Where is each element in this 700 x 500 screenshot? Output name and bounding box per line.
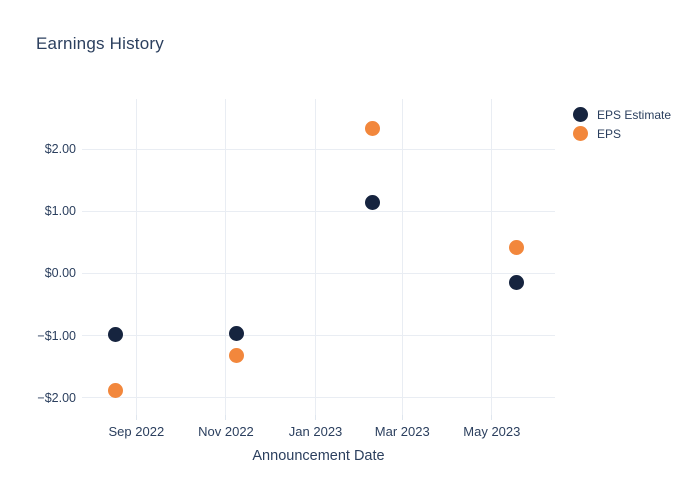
- y-tick-label: −$2.00: [37, 390, 76, 405]
- y-tick-label: $2.00: [44, 142, 76, 157]
- y-tick-label: $1.00: [44, 204, 76, 219]
- data-point-eps-estimate[interactable]: [365, 195, 381, 211]
- x-gridline: [315, 99, 317, 415]
- x-gridline: [491, 99, 493, 415]
- legend-label: EPS Estimate: [597, 107, 672, 122]
- data-point-eps[interactable]: [228, 348, 244, 364]
- legend-swatch-eps-estimate: [573, 107, 588, 122]
- y-gridline: [82, 397, 555, 399]
- x-tick-label: May 2023: [463, 424, 521, 439]
- data-point-eps-estimate[interactable]: [228, 325, 244, 341]
- x-tick-mark: [225, 415, 227, 420]
- x-gridline: [225, 99, 227, 415]
- y-tick-label: −$1.00: [37, 328, 76, 343]
- data-point-eps-estimate[interactable]: [509, 274, 525, 290]
- data-point-eps[interactable]: [365, 121, 381, 137]
- y-gridline: [82, 335, 555, 337]
- y-gridline: [82, 272, 555, 274]
- x-tick-mark: [135, 415, 137, 420]
- x-gridline: [135, 99, 137, 415]
- x-gridline: [401, 99, 403, 415]
- y-gridline: [82, 148, 555, 150]
- y-gridline: [82, 210, 555, 212]
- chart-title: Earnings History: [36, 34, 164, 53]
- legend-label: EPS: [597, 126, 622, 141]
- data-point-eps-estimate[interactable]: [108, 326, 124, 342]
- legend: EPS Estimate EPS: [573, 105, 671, 143]
- x-tick-mark: [401, 415, 403, 420]
- legend-item-eps[interactable]: EPS: [573, 124, 671, 143]
- x-tick-label: Mar 2023: [374, 424, 430, 439]
- x-tick-label: Sep 2022: [108, 424, 165, 439]
- data-point-eps[interactable]: [509, 240, 525, 256]
- legend-item-eps-estimate[interactable]: EPS Estimate: [573, 105, 671, 124]
- x-tick-label: Jan 2023: [288, 424, 343, 439]
- x-tick-mark: [491, 415, 493, 420]
- x-tick-mark: [315, 415, 317, 420]
- x-axis-title: Announcement Date: [252, 448, 385, 464]
- y-tick-label: $0.00: [44, 266, 76, 281]
- legend-swatch-eps: [573, 126, 588, 141]
- data-point-eps[interactable]: [108, 382, 124, 398]
- x-tick-label: Nov 2022: [198, 424, 254, 439]
